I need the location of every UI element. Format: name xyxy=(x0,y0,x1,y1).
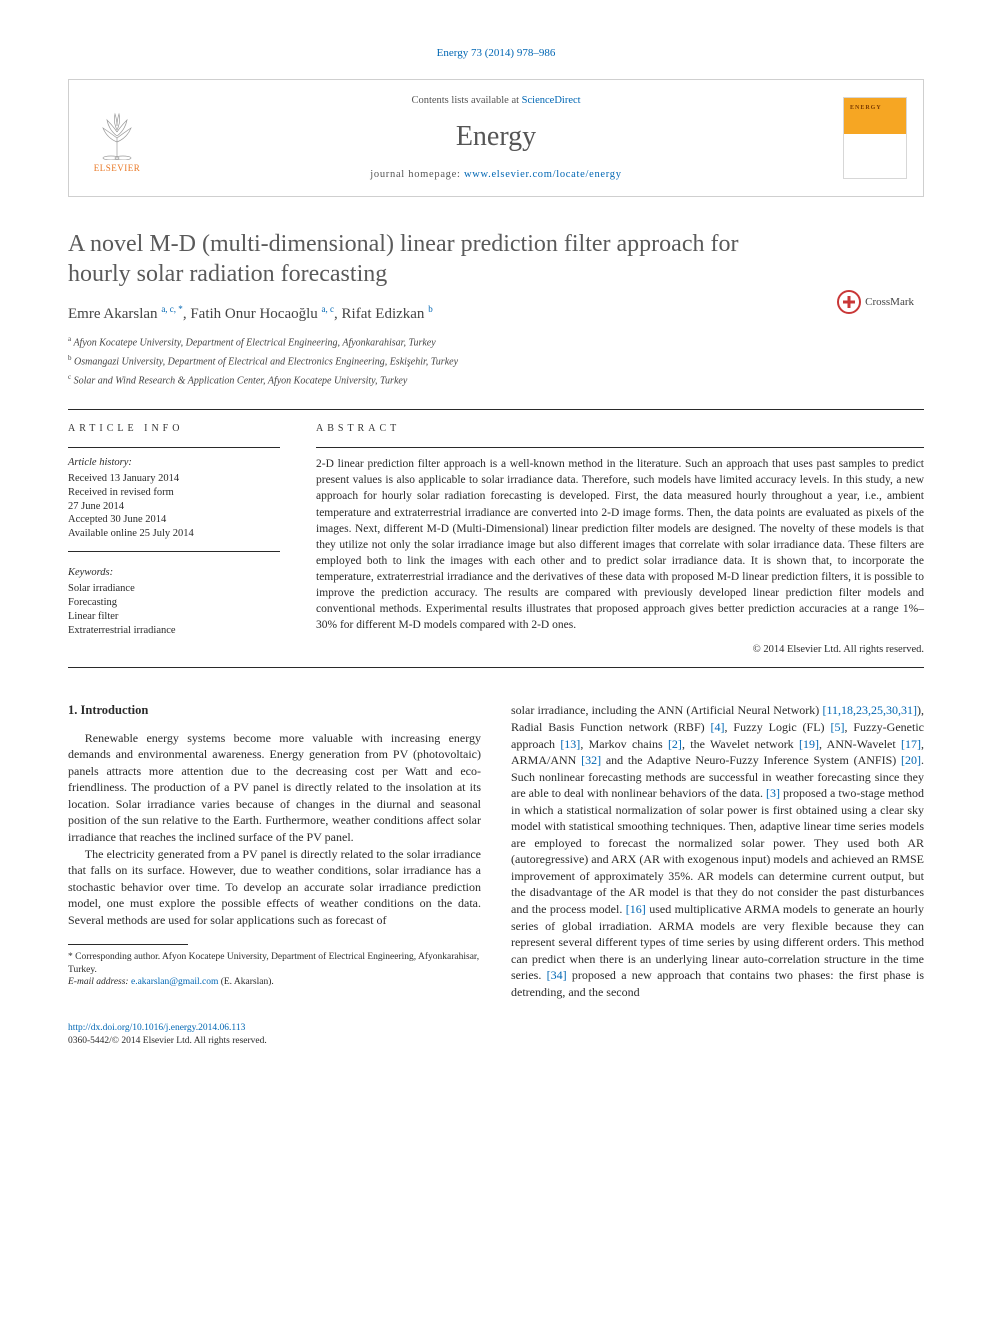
abstract-text: 2-D linear prediction filter approach is… xyxy=(316,456,924,633)
journal-cover-thumb: ENERGY xyxy=(843,97,907,179)
author-3: Rifat Edizkan xyxy=(342,306,425,322)
publisher-logo: ELSEVIER xyxy=(85,102,149,174)
author-list: Emre Akarslan a, c, *, Fatih Onur Hocaoğ… xyxy=(68,303,924,324)
corresponding-email-link[interactable]: e.akarslan@gmail.com xyxy=(131,977,218,987)
intro-para-2: The electricity generated from a PV pane… xyxy=(68,846,481,929)
history-received: Received 13 January 2014 xyxy=(68,472,280,486)
author-1: Emre Akarslan xyxy=(68,306,158,322)
keyword-3: Linear filter xyxy=(68,610,280,624)
history-revised-label: Received in revised form xyxy=(68,486,280,500)
issn-copyright: 0360-5442/© 2014 Elsevier Ltd. All right… xyxy=(68,1036,267,1046)
author-2-affil-marks: a, c xyxy=(322,304,335,314)
ref-link[interactable]: [11,18,23,25,30,31] xyxy=(822,703,917,717)
crossmark-badge[interactable]: CrossMark xyxy=(837,290,914,314)
author-3-affil-marks: b xyxy=(428,304,433,314)
corresponding-author-footnote: * Corresponding author. Afyon Kocatepe U… xyxy=(68,951,481,988)
email-label: E-mail address: xyxy=(68,977,131,987)
elsevier-tree-icon xyxy=(93,110,141,160)
abstract-heading: ABSTRACT xyxy=(316,422,924,436)
history-heading: Article history: xyxy=(68,456,280,470)
article-info-column: ARTICLE INFO Article history: Received 1… xyxy=(68,422,280,658)
abstract-copyright: © 2014 Elsevier Ltd. All rights reserved… xyxy=(316,643,924,657)
ref-link[interactable]: [20] xyxy=(901,753,921,767)
article-info-heading: ARTICLE INFO xyxy=(68,422,280,436)
journal-title: Energy xyxy=(149,118,843,156)
body-two-column: 1. Introduction Renewable energy systems… xyxy=(68,702,924,1000)
intro-para-1: Renewable energy systems become more val… xyxy=(68,730,481,846)
author-1-affil-marks: a, c, * xyxy=(161,304,183,314)
affiliation-a: a Afyon Kocatepe University, Department … xyxy=(68,334,924,351)
affiliation-b: b Osmangazi University, Department of El… xyxy=(68,353,924,370)
journal-homepage-line: journal homepage: www.elsevier.com/locat… xyxy=(149,168,843,182)
history-online: Available online 25 July 2014 xyxy=(68,527,280,541)
crossmark-icon xyxy=(837,290,861,314)
intro-para-3: solar irradiance, including the ANN (Art… xyxy=(511,702,924,1000)
keyword-1: Solar irradiance xyxy=(68,582,280,596)
ref-link[interactable]: [5] xyxy=(830,720,844,734)
ref-link[interactable]: [34] xyxy=(547,968,567,982)
publisher-name: ELSEVIER xyxy=(94,162,141,174)
ref-link[interactable]: [4] xyxy=(711,720,725,734)
email-tail: (E. Akarslan). xyxy=(221,977,274,987)
journal-homepage-link[interactable]: www.elsevier.com/locate/energy xyxy=(464,169,622,180)
cover-title: ENERGY xyxy=(850,104,882,112)
affiliation-c: c Solar and Wind Research & Application … xyxy=(68,372,924,389)
contents-lists-line: Contents lists available at ScienceDirec… xyxy=(149,94,843,108)
journal-header-box: ELSEVIER Contents lists available at Sci… xyxy=(68,79,924,197)
ref-link[interactable]: [2] xyxy=(668,737,682,751)
ref-link[interactable]: [16] xyxy=(626,902,646,916)
history-revised-date: 27 June 2014 xyxy=(68,500,280,514)
doi-footer: http://dx.doi.org/10.1016/j.energy.2014.… xyxy=(68,1022,924,1048)
rule-top xyxy=(68,409,924,410)
keyword-2: Forecasting xyxy=(68,596,280,610)
section-1-heading: 1. Introduction xyxy=(68,702,481,719)
sciencedirect-link[interactable]: ScienceDirect xyxy=(522,95,581,106)
article-title: A novel M-D (multi-dimensional) linear p… xyxy=(68,229,924,289)
ref-link[interactable]: [19] xyxy=(799,737,819,751)
author-2: Fatih Onur Hocaoğlu xyxy=(190,306,317,322)
rule-bottom xyxy=(68,667,924,668)
ref-link[interactable]: [3] xyxy=(766,786,780,800)
keywords-heading: Keywords: xyxy=(68,566,280,580)
ref-link[interactable]: [13] xyxy=(560,737,580,751)
keyword-4: Extraterrestrial irradiance xyxy=(68,624,280,638)
history-accepted: Accepted 30 June 2014 xyxy=(68,513,280,527)
running-head-citation: Energy 73 (2014) 978–986 xyxy=(68,46,924,61)
doi-link[interactable]: http://dx.doi.org/10.1016/j.energy.2014.… xyxy=(68,1023,245,1033)
ref-link[interactable]: [32] xyxy=(581,753,601,767)
abstract-column: ABSTRACT 2-D linear prediction filter ap… xyxy=(316,422,924,658)
crossmark-label: CrossMark xyxy=(865,295,914,310)
ref-link[interactable]: [17] xyxy=(901,737,921,751)
footnote-rule xyxy=(68,944,188,945)
